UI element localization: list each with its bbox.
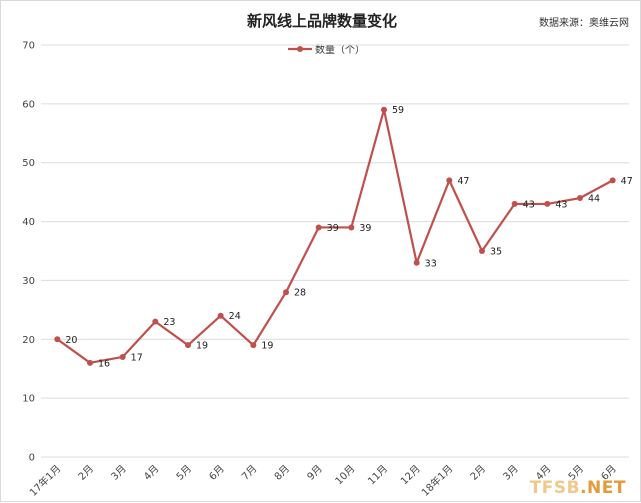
- data-label: 20: [65, 335, 77, 346]
- watermark-part1: TFSB: [530, 478, 580, 498]
- data-label: 16: [98, 358, 110, 369]
- y-tick-label: 40: [22, 217, 35, 228]
- data-point: [544, 200, 551, 207]
- data-point: [511, 200, 518, 207]
- x-tick-label: 5月: [174, 463, 194, 483]
- data-label: 39: [327, 223, 339, 234]
- data-point: [348, 224, 355, 231]
- x-tick-label: 10月: [333, 463, 358, 488]
- x-tick-label: 8月: [272, 463, 292, 483]
- data-label: 44: [588, 194, 600, 205]
- data-point: [87, 359, 93, 366]
- data-point: [381, 106, 387, 113]
- y-tick-label: 30: [22, 276, 35, 287]
- data-point: [479, 248, 485, 254]
- data-point: [283, 289, 289, 296]
- data-label: 47: [457, 176, 469, 187]
- chart-title: 新风线上品牌数量变化: [247, 12, 397, 30]
- x-tick-label: 12月: [398, 463, 423, 488]
- x-tick-label: 18年1月: [419, 462, 456, 499]
- data-point: [315, 224, 322, 231]
- y-tick-label: 0: [29, 453, 35, 464]
- data-label: 43: [555, 199, 567, 210]
- legend-label: 数量（个）: [315, 43, 365, 56]
- data-point: [119, 353, 126, 360]
- data-label: 17: [131, 352, 143, 363]
- data-label: 59: [392, 105, 404, 116]
- data-source-note: 数据来源：奥维云网: [539, 16, 629, 29]
- data-point: [446, 177, 453, 184]
- x-tick-label: 3月: [109, 463, 129, 483]
- legend-dot-marker: [297, 46, 303, 52]
- data-label: 19: [261, 341, 273, 352]
- x-tick-label: 6月: [207, 463, 227, 483]
- x-tick-label: 2月: [76, 463, 96, 483]
- data-label: 19: [196, 341, 208, 352]
- x-tick-label: 3月: [501, 463, 521, 483]
- data-point: [577, 195, 583, 202]
- data-label: 23: [163, 317, 175, 328]
- data-point: [185, 342, 191, 349]
- svg-text:TFSB.NET: TFSB.NET: [530, 478, 626, 498]
- data-label: 33: [425, 258, 437, 269]
- data-point: [217, 312, 224, 319]
- watermark-logo: TFSB.NET: [530, 478, 626, 498]
- data-point: [413, 259, 420, 266]
- x-tick-label: 7月: [239, 463, 259, 483]
- y-tick-label: 50: [22, 158, 35, 169]
- data-point: [152, 318, 159, 325]
- y-axis-ticks: 0 10 20 30 40 50 60 70: [22, 41, 35, 464]
- data-point: [54, 336, 61, 343]
- y-tick-label: 70: [22, 41, 35, 52]
- x-tick-label: 2月: [468, 463, 488, 483]
- x-tick-label: 9月: [305, 463, 325, 483]
- x-tick-label: 17年1月: [27, 462, 64, 499]
- data-label: 24: [229, 311, 241, 322]
- y-tick-label: 20: [22, 335, 35, 346]
- chart-legend: 数量（个）: [288, 43, 365, 56]
- y-tick-label: 10: [22, 394, 35, 405]
- y-tick-label: 60: [22, 99, 35, 110]
- series-line: [56, 108, 614, 364]
- data-label: 43: [523, 199, 535, 210]
- data-label: 47: [621, 176, 633, 187]
- data-label: 39: [359, 223, 371, 234]
- data-point: [609, 177, 616, 184]
- x-tick-label: 11月: [366, 463, 391, 488]
- data-labels: 20 16 17 23 19 24 19 28 39 39 59 33 47 35 43 43 44 47: [65, 105, 632, 369]
- data-point: [250, 342, 257, 349]
- data-label: 35: [490, 247, 502, 258]
- watermark-part2: .NET: [580, 478, 626, 498]
- series-group: [54, 106, 616, 366]
- gridlines: [41, 44, 629, 458]
- x-tick-label: 4月: [141, 463, 161, 483]
- data-label: 28: [294, 288, 306, 299]
